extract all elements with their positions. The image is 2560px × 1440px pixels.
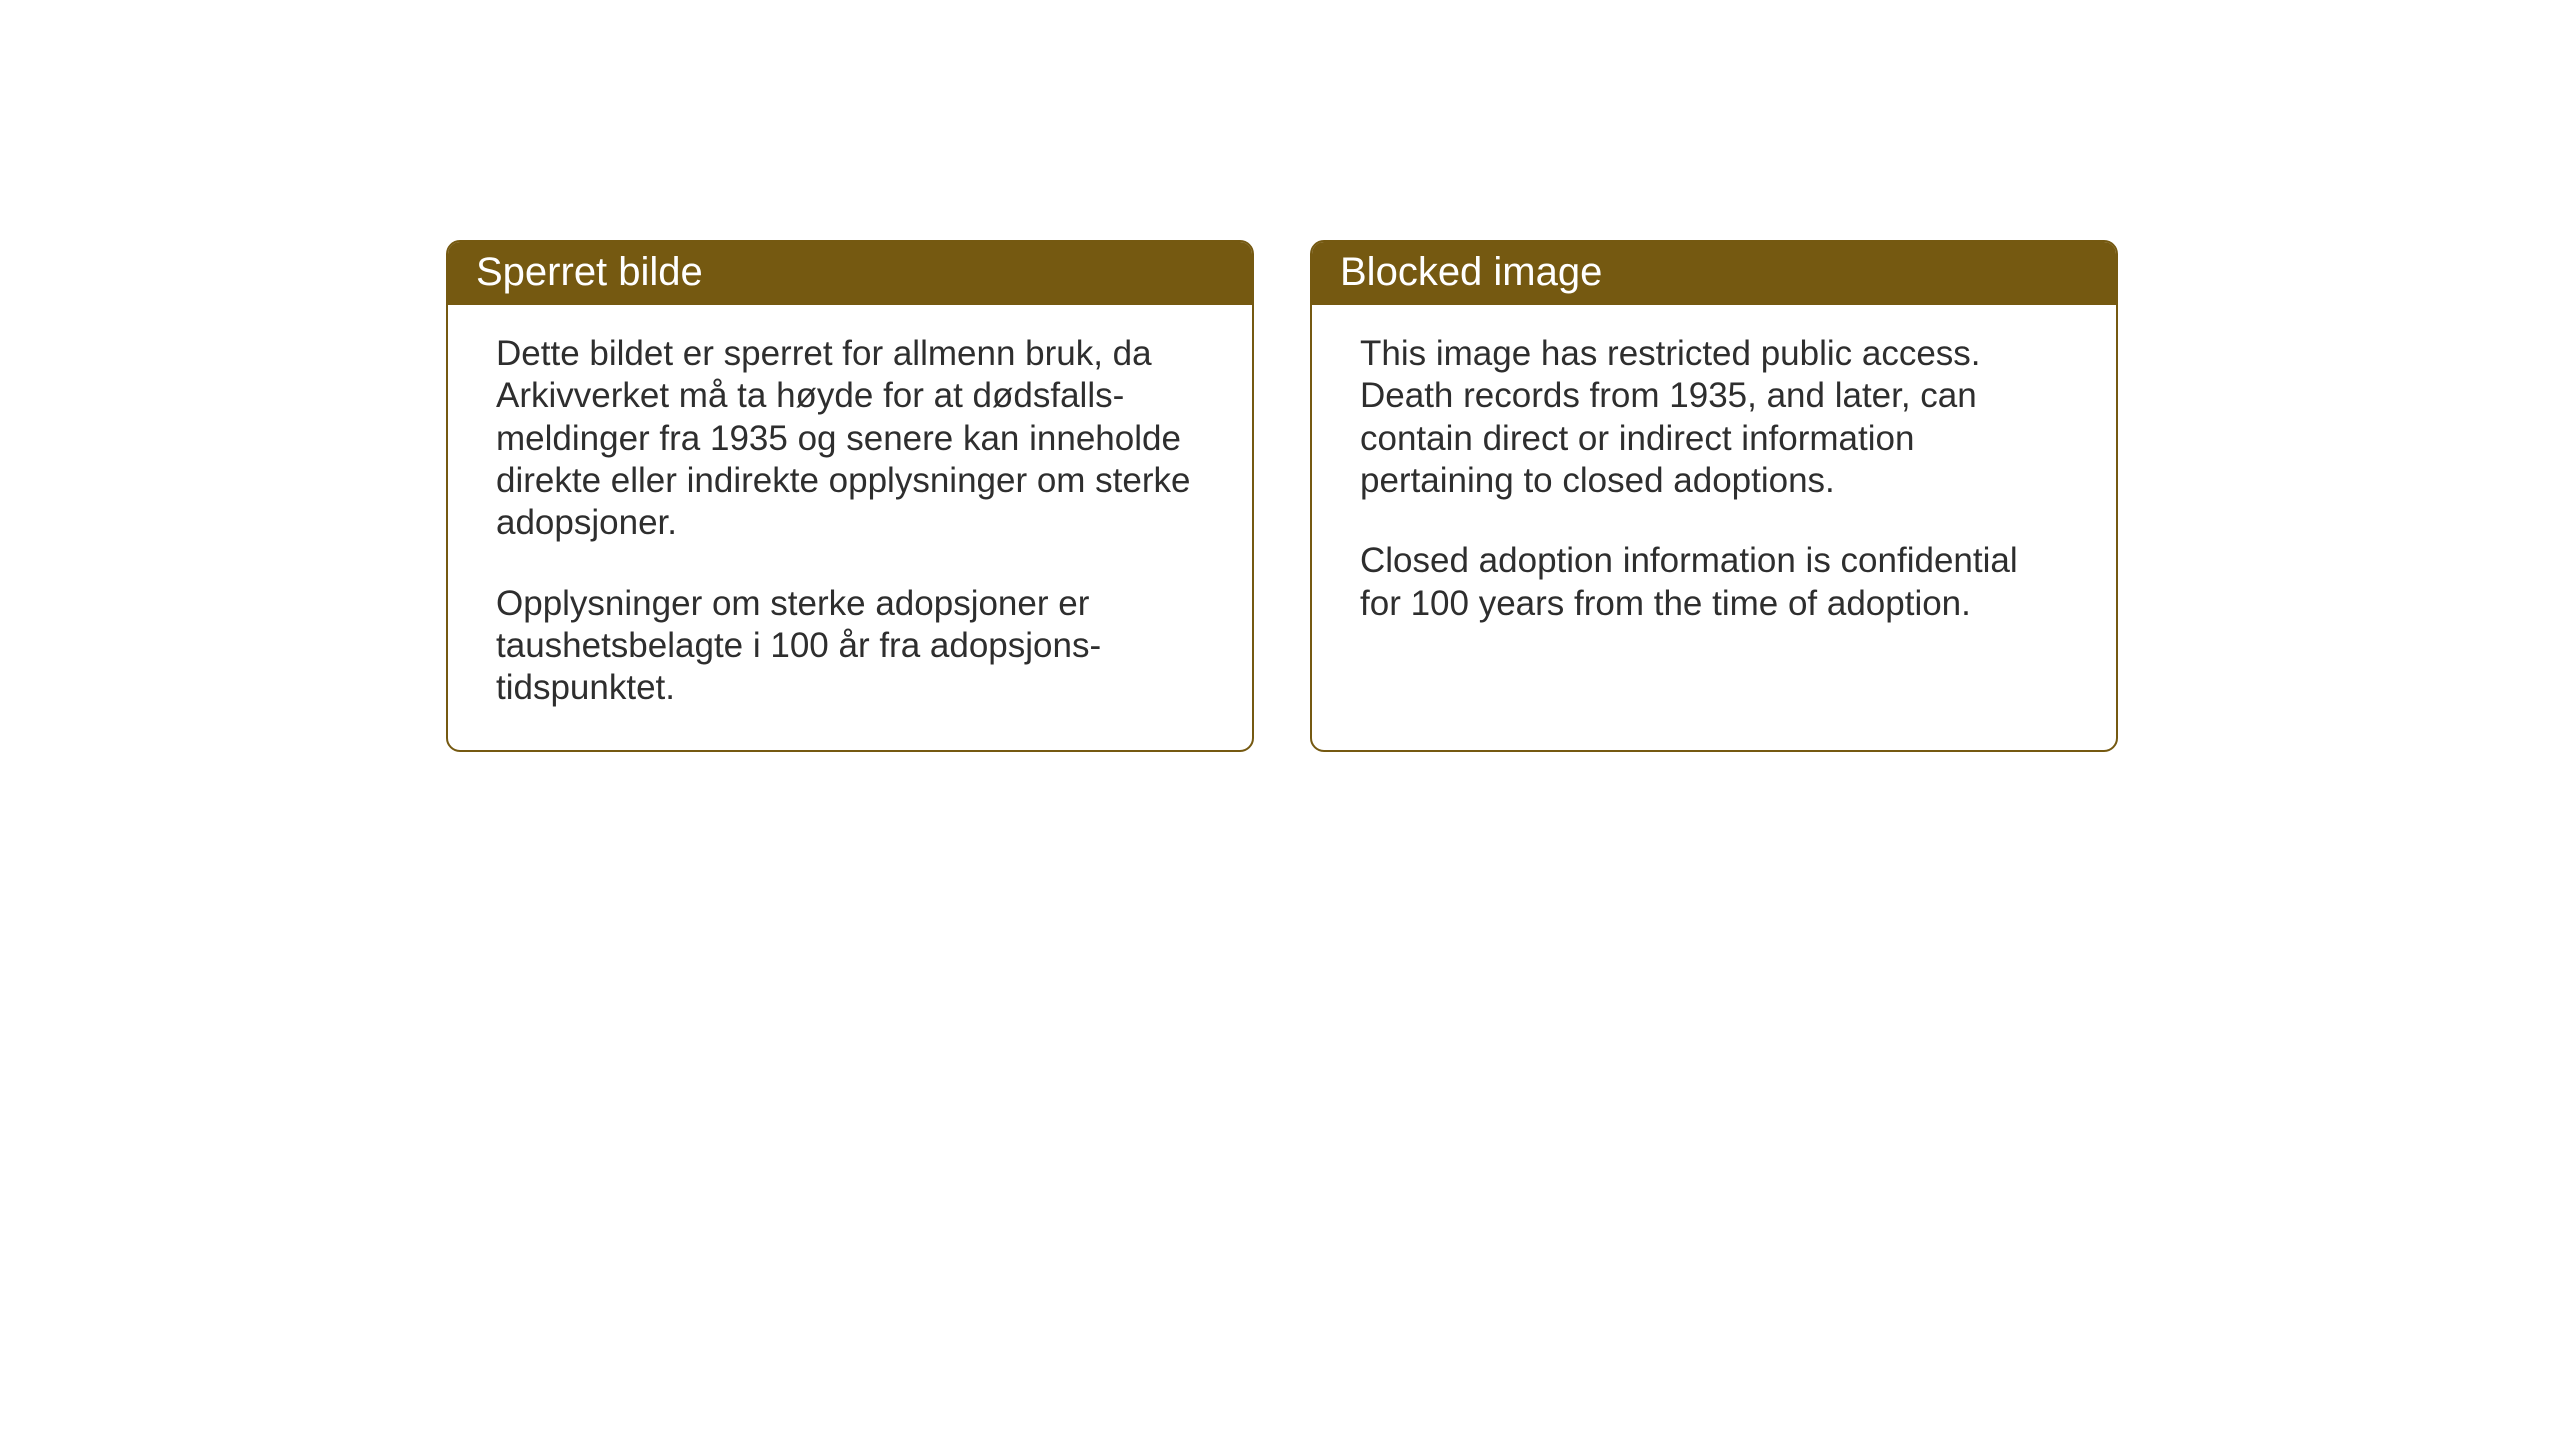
- norwegian-paragraph-1: Dette bildet er sperret for allmenn bruk…: [496, 333, 1204, 545]
- english-notice-card: Blocked image This image has restricted …: [1310, 240, 2118, 752]
- english-paragraph-1: This image has restricted public access.…: [1360, 333, 2068, 502]
- english-card-body: This image has restricted public access.…: [1312, 305, 2116, 735]
- norwegian-paragraph-2: Opplysninger om sterke adopsjoner er tau…: [496, 583, 1204, 710]
- norwegian-card-title: Sperret bilde: [448, 242, 1252, 305]
- norwegian-card-body: Dette bildet er sperret for allmenn bruk…: [448, 305, 1252, 750]
- english-paragraph-2: Closed adoption information is confident…: [1360, 540, 2068, 625]
- norwegian-notice-card: Sperret bilde Dette bildet er sperret fo…: [446, 240, 1254, 752]
- notice-container: Sperret bilde Dette bildet er sperret fo…: [446, 240, 2118, 752]
- english-card-title: Blocked image: [1312, 242, 2116, 305]
